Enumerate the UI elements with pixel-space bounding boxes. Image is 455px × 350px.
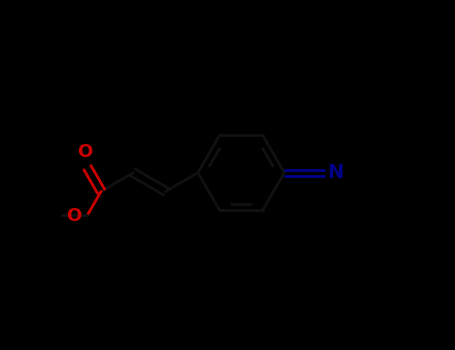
- Text: O: O: [78, 143, 93, 161]
- Text: O: O: [66, 207, 81, 225]
- Text: N: N: [327, 163, 343, 182]
